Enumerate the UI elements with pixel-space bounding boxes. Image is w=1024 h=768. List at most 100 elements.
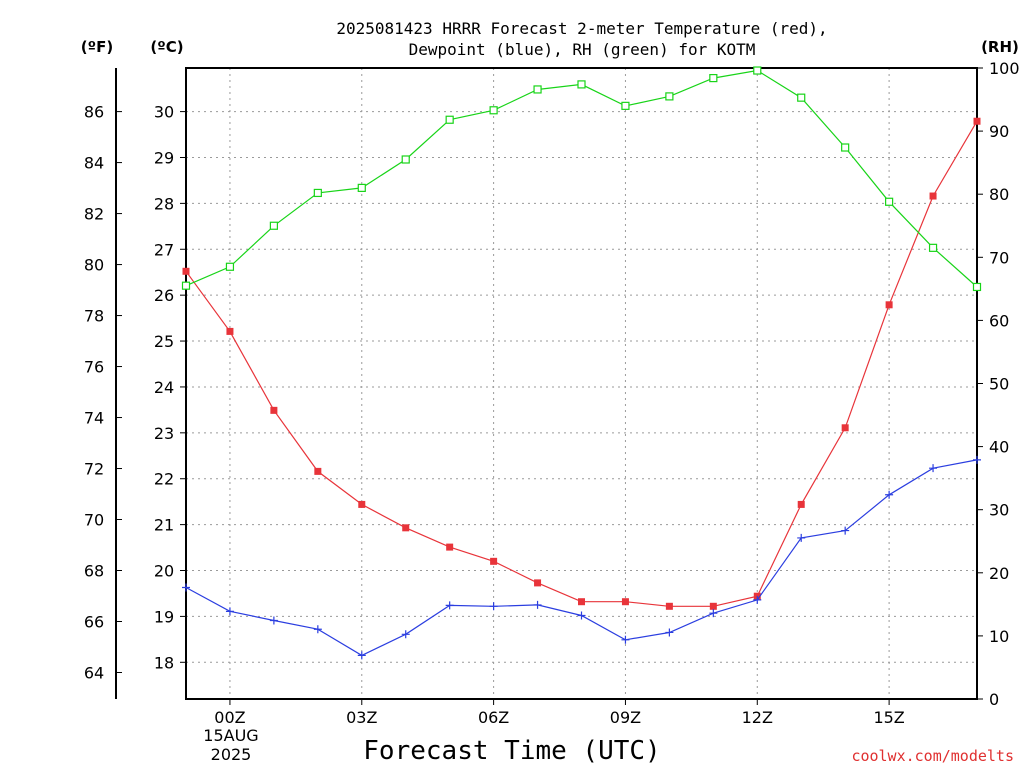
celsius-tick-label: 19 [154,607,174,626]
rh-line [185,69,978,288]
fahrenheit-tick-label: 74 [84,409,104,428]
temperature-point [490,557,498,565]
dewpoint-point [401,630,410,639]
rh-point [357,183,366,192]
chart-title-line-1: 2025081423 HRRR Forecast 2-meter Tempera… [336,19,827,38]
rh-tick-label: 100 [989,59,1020,78]
dewpoint-point [182,583,190,592]
x-tick-label: 06Z [478,708,509,727]
celsius-tick-label: 25 [154,332,174,351]
fahrenheit-unit-label: (ºF) [81,38,113,56]
dewpoint-point [709,609,718,618]
credit-label: coolwx.com/modelts [851,747,1014,765]
x-tick-label: 09Z [610,708,641,727]
chart-title-line-2: Dewpoint (blue), RH (green) for KOTM [409,40,756,59]
dewpoint-point [973,455,981,464]
temperature-point [314,467,322,475]
x-axis-title: Forecast Time (UTC) [363,736,660,766]
dewpoint-point [797,533,806,542]
rh-tick-label: 70 [989,248,1009,267]
celsius-tick-label: 21 [154,516,174,535]
rh-point [445,115,454,124]
rh-point [621,101,630,110]
temperature-point [797,500,805,508]
rh-point [489,106,498,115]
temperature-point [973,117,981,125]
rh-tick-label: 10 [989,627,1009,646]
dewpoint-point [621,635,630,644]
rh-point [753,66,762,75]
dewpoint-point [753,595,762,604]
rh-point [313,188,322,198]
x-tick-label: 12Z [742,708,773,727]
rh-tick-label: 20 [989,564,1009,583]
dewpoint-point [841,526,850,535]
rh-point [972,282,982,292]
celsius-tick-label: 24 [154,378,174,397]
celsius-tick-label: 22 [154,470,174,489]
temperature-point [402,524,410,532]
rh-point [577,80,586,89]
axes [115,67,983,705]
temperature-point [534,579,542,587]
rh-point [401,155,410,164]
fahrenheit-tick-label: 80 [84,256,104,275]
rh-tick-label: 90 [989,122,1009,141]
date-label-day: 15AUG [203,726,258,745]
celsius-tick-label: 26 [154,286,174,305]
rh-tick-label: 50 [989,375,1009,394]
dewpoint-point [269,616,278,625]
rh-tick-label: 0 [989,690,999,709]
temperature-point [709,602,717,610]
temperature-point [226,327,234,335]
dewpoint-line [185,459,978,657]
temperature-point [885,301,893,309]
temperature-line [185,120,978,607]
rh-point [269,221,278,230]
temperature-point [446,543,454,551]
dewpoint-point [489,602,498,611]
dewpoint-point [445,601,454,610]
rh-tick-label: 60 [989,311,1009,330]
fahrenheit-tick-label: 78 [84,307,104,326]
celsius-tick-label: 28 [154,194,174,213]
rh-point [533,85,542,94]
dewpoint-point [665,628,674,637]
x-tick-label: 15Z [873,708,904,727]
celsius-unit-label: (ºC) [150,38,183,56]
celsius-tick-label: 27 [154,240,174,259]
dewpoint-point [533,600,542,609]
rh-point [665,92,674,101]
dewpoint-point [357,651,366,660]
rh-tick-label: 80 [989,185,1009,204]
fahrenheit-tick-label: 84 [84,154,104,173]
x-tick-label: 00Z [214,708,245,727]
rh-point [225,262,235,271]
series-lines [181,66,982,660]
temperature-point [621,598,629,606]
rh-point [885,197,894,206]
celsius-tick-label: 18 [154,653,174,672]
rh-point [928,243,938,252]
celsius-tick-label: 29 [154,148,174,167]
fahrenheit-tick-label: 66 [84,612,104,631]
rh-tick-label: 40 [989,438,1009,457]
dewpoint-point [313,625,322,634]
rh-point [797,93,806,102]
dewpoint-point [929,464,938,473]
temperature-point [665,602,673,610]
fahrenheit-tick-label: 68 [84,562,104,581]
temperature-point [270,406,278,414]
fahrenheit-tick-label: 70 [84,511,104,530]
fahrenheit-tick-label: 76 [84,358,104,377]
tick-labels: 00Z 03Z 06Z 09Z 12Z 15Z 18 19 20 21 22 23 24 25 26 27 28… [84,59,1020,727]
celsius-tick-label: 20 [154,562,174,581]
temperature-point [929,192,937,200]
fahrenheit-tick-label: 64 [84,663,104,682]
dewpoint-point [225,607,234,616]
celsius-tick-label: 30 [154,103,174,122]
rh-point [841,143,850,152]
temperature-point [578,598,585,606]
date-label-year: 2025 [211,745,252,764]
